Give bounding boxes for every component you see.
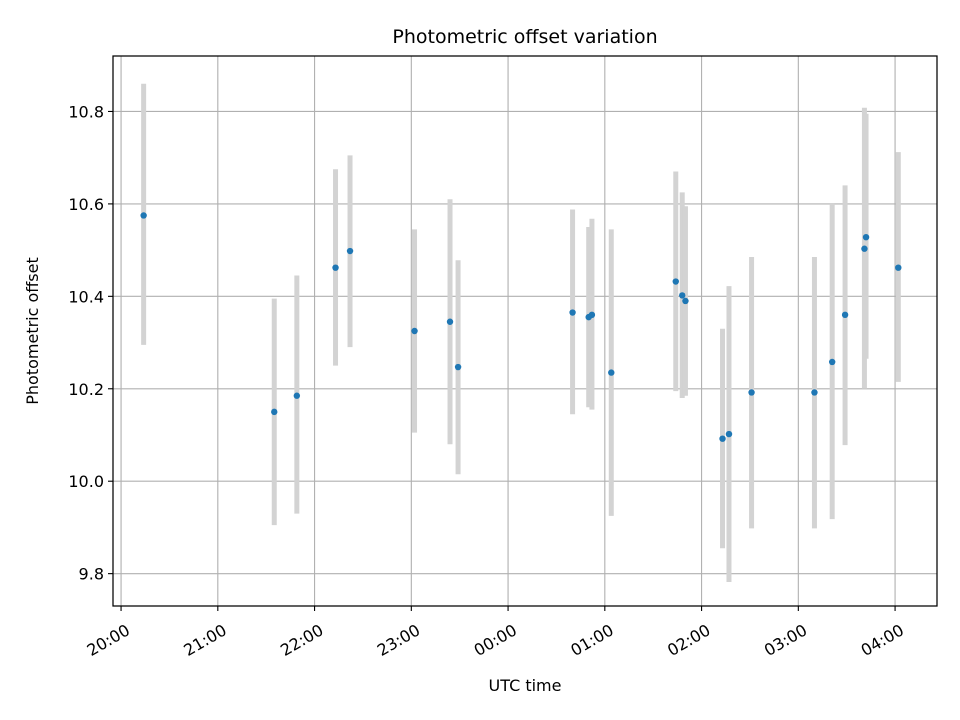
data-point [862,233,870,241]
data-point [569,309,576,316]
data-point [672,278,679,285]
data-point [293,392,301,399]
data-point [861,245,868,252]
data-point [679,292,686,299]
grid [113,56,937,606]
y-tick-label: 10.8 [68,102,104,121]
data-points [140,212,902,442]
data-point [682,297,689,305]
y-tick-label: 10.4 [68,287,104,306]
data-point [811,389,818,396]
y-tick-label: 9.8 [79,565,104,584]
data-point [332,264,339,271]
data-point [446,318,454,325]
data-point [608,369,615,376]
data-point [748,389,755,396]
data-point [719,435,726,442]
y-axis-ticks: 9.8 10.0 10.2 10.4 10.6 10.8 [68,102,113,584]
y-tick-label: 10.2 [68,380,104,399]
data-point [895,264,902,271]
data-point [841,311,849,319]
data-point [271,408,278,416]
plot-frame [112,55,938,607]
data-point [140,212,147,219]
y-axis-label: Photometric offset [23,257,42,405]
y-tick-label: 10.6 [68,195,104,214]
chart-title: Photometric offset variation [392,26,657,48]
data-point [454,363,462,371]
data-point [828,358,836,366]
data-point [346,247,354,255]
x-axis-label: UTC time [489,676,562,695]
y-tick-label: 10.0 [68,472,104,491]
data-point [725,430,733,438]
data-point [411,327,418,335]
data-point [588,311,596,319]
